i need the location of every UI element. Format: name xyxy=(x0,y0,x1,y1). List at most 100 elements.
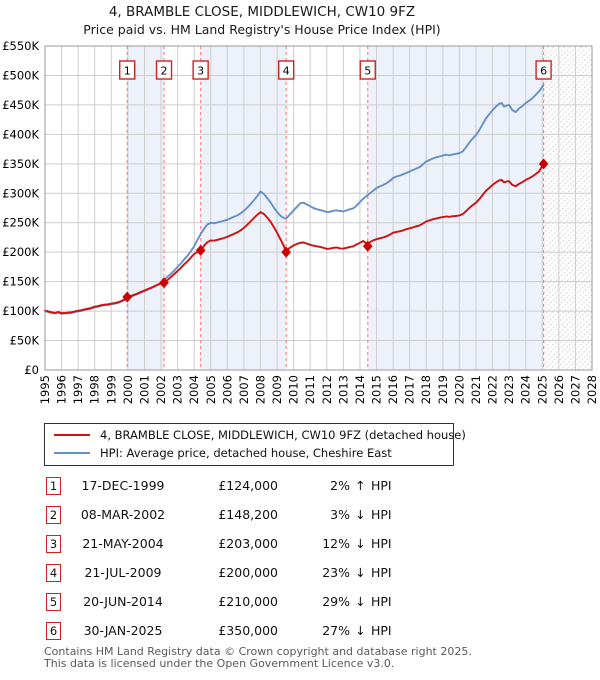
x-tick-label: 2018 xyxy=(419,375,433,404)
y-tick-label: £100K xyxy=(2,304,39,318)
transaction-number: 5 xyxy=(364,65,371,78)
hatch-line xyxy=(543,189,593,239)
y-tick-label: £250K xyxy=(2,216,39,230)
legend-row-property: 4, BRAMBLE CLOSE, MIDDLEWICH, CW10 9FZ (… xyxy=(45,426,466,444)
transaction-number-box xyxy=(535,60,552,80)
chart-subtitle: Price paid vs. HM Land Registry's House … xyxy=(83,22,441,37)
transaction-number-badge: 5 xyxy=(46,593,61,611)
hatch-line xyxy=(543,200,593,250)
hatch-line xyxy=(543,79,593,129)
hatch-line xyxy=(543,178,593,228)
hatch-line xyxy=(543,68,593,118)
transaction-number-badge: 6 xyxy=(46,622,61,640)
future-hatch-region xyxy=(543,46,593,370)
transaction-hpi-delta: 29% ↓ HPI xyxy=(278,592,438,612)
legend-label-hpi: HPI: Average price, detached house, Ches… xyxy=(100,446,392,460)
x-tick-label: 2011 xyxy=(303,375,317,404)
delta-reference: HPI xyxy=(371,623,392,638)
transaction-diamond-marker xyxy=(538,158,549,170)
x-tick-label: 2008 xyxy=(253,375,267,404)
x-tick-label: 2003 xyxy=(171,375,185,404)
x-tick-label: 2005 xyxy=(204,375,218,404)
hatch-line xyxy=(543,167,593,217)
x-tick-label: 2020 xyxy=(452,375,466,404)
hatch-line xyxy=(543,57,593,107)
transaction-price: £203,000 xyxy=(218,536,278,551)
x-tick-label: 2012 xyxy=(320,375,334,404)
transaction-hpi-delta: 2% ↑ HPI xyxy=(278,476,438,496)
transaction-diamond-marker xyxy=(281,246,291,258)
transaction-number-box xyxy=(119,60,136,80)
transaction-price: £210,000 xyxy=(218,594,278,609)
x-tick-label: 2023 xyxy=(502,375,516,404)
y-tick-label: £0 xyxy=(24,363,39,377)
chart-legend: 4, BRAMBLE CLOSE, MIDDLEWICH, CW10 9FZ (… xyxy=(44,423,466,466)
x-tick-label: 1995 xyxy=(38,375,52,404)
hatch-line xyxy=(543,96,593,146)
arrow-down-icon: ↓ xyxy=(355,623,366,638)
y-tick-label: £450K xyxy=(2,98,39,112)
hatch-line xyxy=(543,173,593,223)
transaction-row: 1 17-DEC-1999 £124,000 2% ↑ HPI xyxy=(46,476,446,505)
hatch-line xyxy=(543,74,593,124)
delta-percent: 3% xyxy=(330,507,350,522)
legend-label-property: 4, BRAMBLE CLOSE, MIDDLEWICH, CW10 9FZ (… xyxy=(100,428,466,442)
transaction-number-box xyxy=(155,60,173,80)
delta-percent: 29% xyxy=(322,594,350,609)
plot-border xyxy=(44,45,593,371)
transaction-row: 2 08-MAR-2002 £148,200 3% ↓ HPI xyxy=(46,505,446,534)
arrow-down-icon: ↓ xyxy=(355,565,366,580)
x-tick-label: 2021 xyxy=(469,375,483,404)
x-tick-label: 2026 xyxy=(552,375,566,404)
delta-percent: 27% xyxy=(322,623,350,638)
footer-line-1: Contains HM Land Registry data © Crown c… xyxy=(44,645,472,658)
transaction-number: 1 xyxy=(124,65,131,78)
x-tick-label: 1997 xyxy=(71,375,85,404)
legend-row-hpi: HPI: Average price, detached house, Ches… xyxy=(45,444,453,462)
y-tick-label: £50K xyxy=(10,334,40,348)
delta-reference: HPI xyxy=(371,536,392,551)
delta-percent: 12% xyxy=(322,536,350,551)
hatch-line xyxy=(543,63,593,113)
y-tick-label: £550K xyxy=(2,39,39,53)
x-tick-label: 2017 xyxy=(403,375,417,404)
x-tick-label: 2001 xyxy=(137,375,151,404)
transactions-table: 1 17-DEC-1999 £124,000 2% ↑ HPI 2 08-MAR-2002 £1… xyxy=(46,476,446,650)
transaction-number-badge: 4 xyxy=(46,564,61,582)
transaction-number-box xyxy=(277,60,295,80)
license-footer: Contains HM Land Registry data © Crown c… xyxy=(44,646,472,669)
delta-reference: HPI xyxy=(371,478,392,493)
transaction-date: 08-MAR-2002 xyxy=(80,507,166,522)
transaction-row: 6 30-JAN-2025 £350,000 27% ↓ HPI xyxy=(46,621,446,650)
y-tick-label: £150K xyxy=(2,275,39,289)
x-tick-label: 2027 xyxy=(568,375,582,404)
delta-percent: 2% xyxy=(330,478,350,493)
y-tick-label: £500K xyxy=(2,68,39,82)
transaction-number: 6 xyxy=(540,65,547,78)
transaction-diamond-marker xyxy=(195,244,206,256)
hatch-line xyxy=(543,162,593,212)
transaction-price: £350,000 xyxy=(218,623,278,638)
hatch-line xyxy=(587,365,593,370)
x-tick-label: 2002 xyxy=(154,375,168,404)
x-tick-label: 2004 xyxy=(187,375,201,404)
y-tick-label: £200K xyxy=(2,245,39,259)
transaction-diamond-marker xyxy=(122,291,133,303)
delta-reference: HPI xyxy=(371,507,392,522)
x-tick-label: 2015 xyxy=(370,375,384,404)
x-tick-label: 2009 xyxy=(270,375,284,404)
hatch-line xyxy=(543,195,593,245)
x-tick-label: 2016 xyxy=(386,375,400,404)
x-tick-label: 1998 xyxy=(88,375,102,404)
ownership-period-band xyxy=(127,46,165,370)
transaction-number-badge: 3 xyxy=(46,535,61,553)
footer-line-2: This data is licensed under the Open Gov… xyxy=(44,656,395,670)
transaction-date: 21-JUL-2009 xyxy=(84,565,162,580)
transaction-date: 20-JUN-2014 xyxy=(83,594,163,609)
transaction-diamond-marker xyxy=(159,277,169,289)
transaction-hpi-delta: 12% ↓ HPI xyxy=(278,534,438,554)
price-history-chart: 1 2 3 4 5 6 £0 £50K £100K £150K £200K £250K £300K £35… xyxy=(2,39,599,404)
transaction-date: 30-JAN-2025 xyxy=(83,623,163,638)
x-tick-label: 2010 xyxy=(287,375,301,404)
